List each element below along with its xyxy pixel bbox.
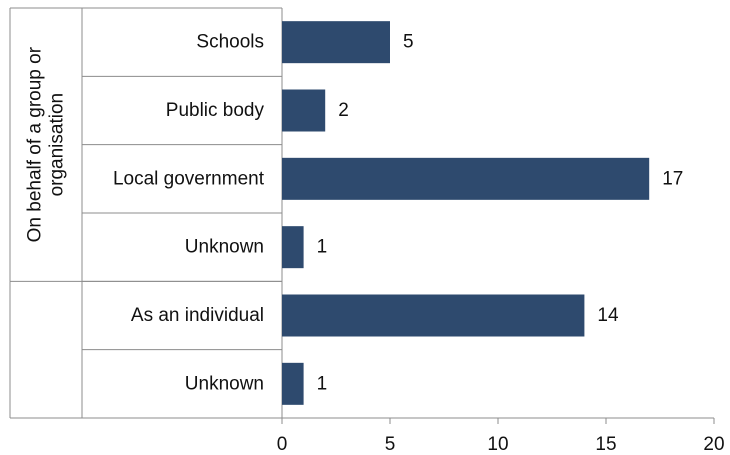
group-label: On behalf of a group or xyxy=(25,46,46,242)
group-label: organisation xyxy=(47,93,68,197)
value-label: 2 xyxy=(338,100,349,121)
bar xyxy=(282,294,585,337)
value-label: 5 xyxy=(403,32,414,53)
category-label: Unknown xyxy=(185,373,264,394)
category-label: Schools xyxy=(196,32,264,53)
value-label: 1 xyxy=(317,237,328,258)
bar xyxy=(282,89,326,132)
x-tick-label: 20 xyxy=(703,434,724,455)
bar xyxy=(282,21,390,64)
x-tick-label: 0 xyxy=(277,434,288,455)
bar xyxy=(282,157,650,200)
category-label: Public body xyxy=(166,100,265,121)
chart-axes xyxy=(9,7,715,424)
value-label: 1 xyxy=(317,373,328,394)
x-tick-label: 10 xyxy=(487,434,508,455)
bar xyxy=(282,362,304,405)
category-label: As an individual xyxy=(131,305,264,326)
bar xyxy=(282,226,304,269)
category-label: Unknown xyxy=(185,237,264,258)
category-label: Local government xyxy=(113,168,265,189)
x-tick-label: 5 xyxy=(385,434,396,455)
value-label: 17 xyxy=(662,168,683,189)
x-tick-label: 15 xyxy=(595,434,616,455)
chart-bars xyxy=(282,21,650,405)
value-label: 14 xyxy=(597,305,619,326)
